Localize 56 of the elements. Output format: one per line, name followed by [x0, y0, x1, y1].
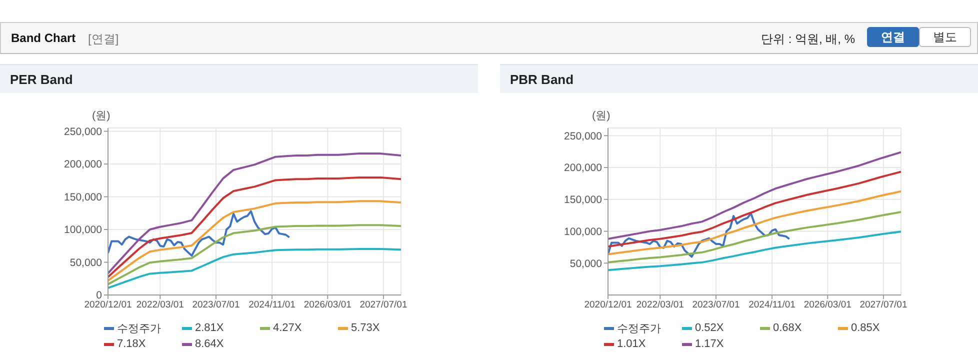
legend-label: 4.27X: [273, 322, 302, 334]
line-series: [608, 170, 901, 248]
line-series: [108, 210, 290, 257]
line-series: [108, 200, 401, 282]
legend-label: 2.81X: [195, 322, 224, 334]
line-series: [108, 152, 401, 274]
line-series: [108, 224, 401, 286]
x-tick-label: 2024/11/01: [748, 300, 796, 311]
text: [연결]: [88, 31, 119, 48]
y-tick-label: 200,000: [564, 162, 602, 174]
line-series: [608, 151, 901, 240]
line-series: [108, 248, 401, 289]
legend-label: 7.18X: [117, 338, 146, 350]
legend-label: 0.85X: [851, 322, 880, 334]
y-axis-title: (원): [92, 109, 110, 123]
text: 별도: [919, 27, 971, 47]
y-axis-title: (원): [592, 109, 610, 123]
line-series: [608, 212, 790, 258]
line-series: [108, 176, 401, 278]
chart-title: PBR Band: [510, 72, 574, 87]
x-tick-label: 2023/07/01: [192, 300, 240, 311]
y-tick-label: 100,000: [564, 226, 602, 238]
y-tick-label: 100,000: [64, 224, 102, 236]
y-tick-label: 200,000: [64, 158, 102, 171]
legend-label: 0.52X: [695, 322, 724, 334]
chart-title: PER Band: [10, 72, 73, 87]
y-tick-label: 150,000: [64, 191, 102, 204]
text: 단위 : 억원, 배, %: [761, 31, 856, 48]
legend-label: 0.68X: [773, 322, 802, 334]
legend-label: 5.73X: [351, 322, 380, 334]
legend-label: 1.17X: [695, 338, 724, 350]
line-series: [608, 211, 901, 264]
x-tick-label: 2026/03/01: [804, 300, 852, 311]
x-tick-label: 2024/11/01: [248, 300, 296, 311]
y-tick-label: 250,000: [64, 126, 102, 138]
x-tick-label: 2027/07/01: [360, 300, 408, 311]
text: 연결: [867, 27, 919, 47]
legend-label: 1.01X: [617, 338, 646, 350]
line-series: [608, 230, 901, 272]
legend-label: 8.64X: [195, 338, 224, 350]
x-tick-label: 2023/07/01: [692, 300, 740, 311]
x-tick-label: 2022/03/01: [636, 300, 684, 311]
x-tick-label: 2026/03/01: [304, 300, 352, 311]
x-tick-label: 2027/07/01: [860, 300, 908, 311]
x-tick-label: 2022/03/01: [136, 300, 184, 311]
y-tick-label: 0: [96, 290, 102, 302]
y-tick-label: 150,000: [564, 194, 602, 206]
x-tick-label: 2020/12/01: [84, 300, 132, 311]
legend-label: 수정주가: [617, 322, 661, 336]
y-tick-label: 250,000: [564, 130, 602, 142]
y-tick-label: 50,000: [70, 256, 102, 269]
line-series: [608, 190, 901, 256]
x-tick-label: 2020/12/01: [584, 300, 632, 311]
legend-label: 수정주가: [117, 322, 161, 336]
text: Band Chart: [11, 31, 76, 45]
y-tick-label: 50,000: [570, 258, 602, 270]
